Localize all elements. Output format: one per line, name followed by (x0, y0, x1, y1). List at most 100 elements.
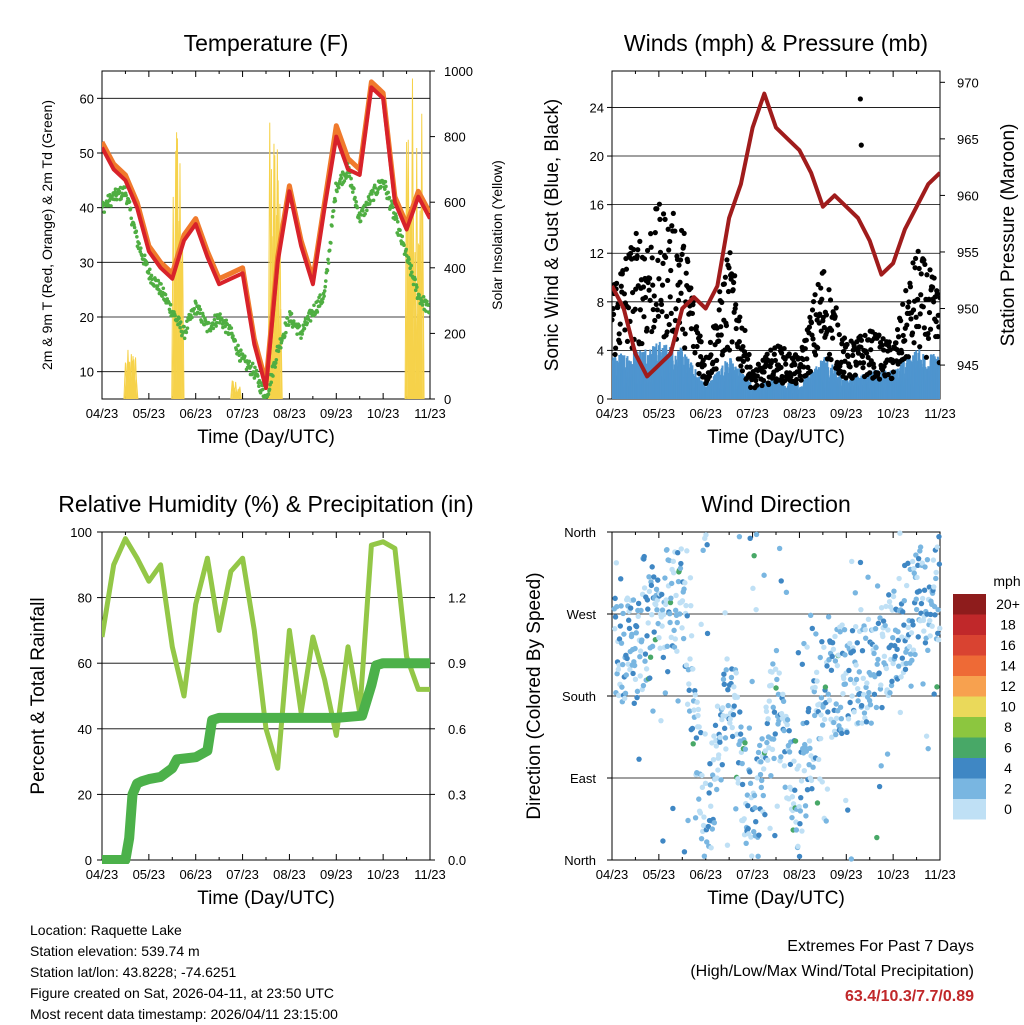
temp-y2tick-label: 0 (444, 392, 451, 407)
dir-xtick-label: 04/23 (596, 867, 629, 882)
insolation-spike (275, 149, 280, 399)
direction-point (656, 635, 662, 641)
precip-line (102, 658, 430, 864)
rh-y2tick-label: 0.9 (448, 656, 466, 671)
dir-title: Wind Direction (701, 491, 851, 517)
gust-point (933, 318, 939, 325)
dewpoint-point (387, 195, 392, 200)
direction-point (878, 605, 885, 611)
gust-point (707, 339, 714, 345)
dewpoint-point (325, 268, 330, 273)
dewpoint-point (261, 387, 265, 392)
dewpoint-point (367, 202, 372, 206)
legend-label: 20+ (996, 596, 1020, 612)
dewpoint-point (322, 294, 326, 298)
direction-point (707, 782, 714, 788)
gust-point (858, 337, 865, 343)
direction-point (674, 648, 680, 654)
direction-point (833, 731, 839, 738)
direction-point (845, 716, 852, 722)
direction-point (895, 629, 901, 635)
gust-point (677, 279, 683, 285)
gust-point (614, 280, 620, 286)
direction-point (849, 693, 855, 699)
direction-point (649, 564, 655, 570)
dewpoint-point (127, 199, 132, 204)
direction-point (750, 585, 756, 592)
gust-point (812, 352, 819, 358)
gust-point (667, 294, 673, 300)
direction-point (625, 617, 632, 623)
gust-point (833, 305, 839, 311)
direction-point (675, 698, 681, 704)
gust-outlier (858, 142, 864, 148)
dewpoint-point (250, 361, 255, 366)
direction-point (737, 709, 743, 715)
direction-point (782, 784, 788, 790)
temp-xlabel: Time (Day/UTC) (197, 427, 335, 448)
gust-point (801, 364, 807, 370)
direction-point (919, 560, 925, 566)
dewpoint-point (217, 320, 222, 325)
direction-point (752, 805, 758, 811)
direction-point (913, 606, 920, 613)
gust-point (618, 283, 624, 289)
gust-point (681, 243, 687, 249)
direction-point (922, 564, 928, 570)
dewpoint-point (249, 364, 253, 369)
dewpoint-point (330, 214, 335, 219)
gust-point (657, 216, 663, 222)
direction-point (662, 575, 668, 581)
direction-point (768, 772, 774, 779)
wind-y2tick-label: 970 (957, 75, 979, 90)
direction-point (862, 635, 869, 641)
gust-point (696, 370, 702, 377)
dewpoint-point (297, 324, 302, 328)
direction-point (859, 648, 866, 654)
direction-point (659, 607, 666, 613)
gust-point (917, 311, 923, 317)
dewpoint-point (344, 174, 349, 179)
gust-point (907, 284, 914, 290)
rh-ytick-label: 80 (78, 591, 92, 606)
direction-point (662, 690, 669, 696)
direction-point (659, 591, 665, 598)
insolation-spike (413, 252, 418, 399)
direction-point (936, 533, 942, 540)
dewpoint-point (180, 333, 184, 338)
direction-point (697, 810, 704, 816)
gust-point (726, 347, 733, 353)
gust-point (852, 372, 858, 378)
gust-point (724, 257, 730, 263)
gust-point (653, 301, 659, 308)
dewpoint-point (137, 241, 141, 246)
dir-ytick-label: North (564, 525, 596, 540)
direction-point (708, 845, 714, 851)
direction-point (781, 727, 787, 734)
gust-point (652, 317, 658, 324)
rh-xlabel: Time (Day/UTC) (197, 888, 335, 909)
gust-point (786, 351, 792, 357)
dir-xtick-label: 08/23 (783, 867, 816, 882)
gust-point (817, 311, 823, 317)
direction-point (848, 856, 855, 862)
gust-point (921, 257, 927, 263)
gust-point (652, 230, 658, 236)
legend-label: 6 (1004, 740, 1012, 756)
direction-point (908, 630, 915, 636)
direction-point (896, 575, 902, 582)
gust-point (845, 353, 851, 360)
direction-point (696, 724, 702, 730)
direction-point (899, 655, 906, 661)
direction-point (681, 849, 688, 855)
direction-point (784, 717, 791, 723)
direction-point (874, 834, 880, 841)
direction-point (830, 646, 837, 653)
dir-xtick-label: 10/23 (877, 867, 910, 882)
gust-point (779, 373, 785, 380)
direction-point (694, 699, 700, 705)
direction-point (921, 628, 927, 634)
gust-point (815, 345, 821, 351)
gust-point (920, 304, 926, 310)
gust-point (612, 317, 615, 323)
